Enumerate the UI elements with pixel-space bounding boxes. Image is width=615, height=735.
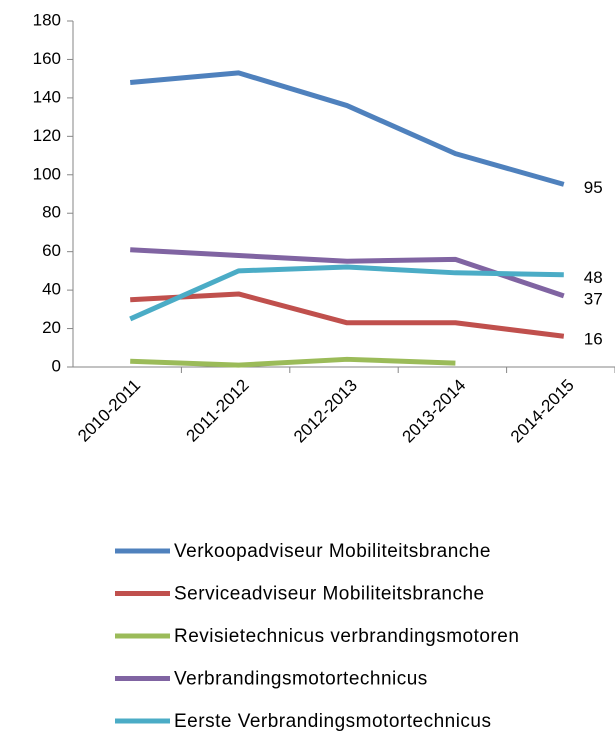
- x-tick-label: 2011-2012: [183, 376, 253, 446]
- y-tick-label: 40: [42, 280, 61, 299]
- series-line: [130, 356, 456, 368]
- legend-label: Serviceadviseur Mobiliteitsbranche: [174, 584, 485, 605]
- x-tick-label: 2014-2015: [507, 376, 578, 447]
- y-tick-label: 180: [33, 10, 61, 29]
- series-line: [129, 264, 564, 322]
- x-tick-label: 2010-2011: [74, 376, 144, 446]
- legend-label: Verkoopadviseur Mobiliteitsbranche: [174, 541, 491, 562]
- y-tick-label: 160: [33, 49, 61, 68]
- x-tick-label: 2013-2014: [398, 376, 469, 447]
- legend-label: Verbrandingsmotortechnicus: [174, 669, 428, 690]
- y-tick-label: 80: [42, 203, 61, 222]
- data-label: 37: [584, 289, 603, 308]
- data-label: 16: [584, 330, 603, 349]
- series-line: [130, 291, 565, 339]
- y-tick-label: 20: [42, 318, 61, 337]
- y-tick-label: 100: [33, 164, 61, 183]
- y-tick-label: 120: [33, 126, 61, 145]
- x-tick-label: 2012-2013: [290, 376, 361, 447]
- data-label: 48: [584, 268, 603, 287]
- series-line: [129, 70, 565, 187]
- legend-label: Eerste Verbrandingsmotortechnicus: [174, 711, 492, 732]
- data-label: 95: [584, 178, 603, 197]
- y-tick-label: 0: [52, 356, 61, 375]
- legend-label: Revisietechnicus verbrandingsmotoren: [174, 626, 519, 647]
- y-tick-label: 140: [33, 87, 61, 106]
- y-tick-label: 60: [42, 241, 61, 260]
